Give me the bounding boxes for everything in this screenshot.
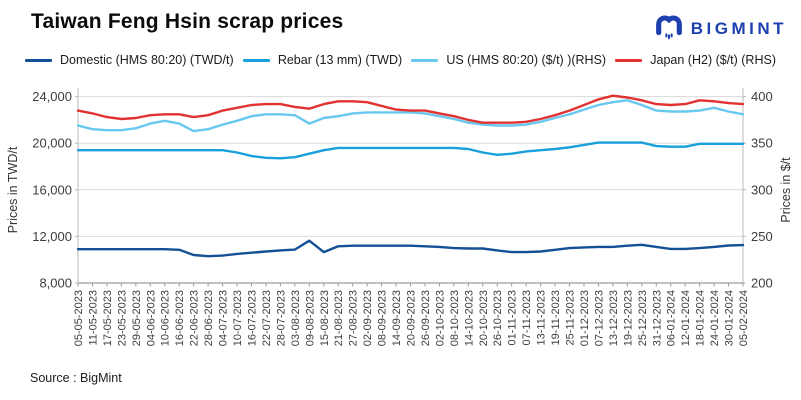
right-axis-tick-label: 200 xyxy=(751,276,773,291)
series-line-1 xyxy=(76,239,745,258)
x-axis-date-label: 01-11-2023 xyxy=(507,290,519,345)
x-axis-date-label: 07-12-2023 xyxy=(593,290,605,346)
x-axis-date-label: 31-12-2023 xyxy=(651,290,663,346)
x-axis-date-label: 19-11-2023 xyxy=(550,290,562,345)
legend-label: US (HMS 80:20) ($/t) )(RHS) xyxy=(446,53,607,67)
x-axis-date-label: 22-06-2023 xyxy=(189,290,201,346)
x-axis-date-label: 24-01-2024 xyxy=(709,290,721,346)
x-axis-date-label: 20-10-2023 xyxy=(478,290,490,346)
x-axis-date-label: 13-11-2023 xyxy=(536,290,548,345)
x-axis-date-label: 01-12-2023 xyxy=(579,290,591,346)
series-line-4 xyxy=(76,94,745,124)
legend-line-marker xyxy=(25,58,52,62)
legend-line-marker xyxy=(411,58,439,62)
x-axis-date-label: 11-05-2023 xyxy=(87,290,99,345)
series-line-3 xyxy=(76,99,745,133)
x-axis-date-label: 10-06-2023 xyxy=(160,290,172,346)
x-axis-date-label: 16-07-2023 xyxy=(246,290,258,346)
left-axis-tick-label: 24,000 xyxy=(32,89,72,104)
x-axis-date-label: 20-09-2023 xyxy=(406,290,418,346)
x-axis-date-label: 28-07-2023 xyxy=(275,290,287,346)
left-axis-tick-label: 16,000 xyxy=(32,182,72,197)
legend-label: Domestic (HMS 80:20) (TWD/t) xyxy=(60,53,234,67)
series-line-2 xyxy=(76,141,745,160)
bigmint-mark-icon xyxy=(654,11,684,46)
x-axis-date-label: 30-01-2024 xyxy=(724,290,736,346)
x-axis-date-label: 23-05-2023 xyxy=(116,290,128,346)
legend-item-4: Japan (H2) ($/t) (RHS) xyxy=(615,53,776,67)
x-axis-date-label: 14-09-2023 xyxy=(391,290,403,346)
legend-label: Japan (H2) ($/t) (RHS) xyxy=(650,53,776,67)
left-axis-tick-label: 12,000 xyxy=(32,229,72,244)
x-axis-date-label: 15-08-2023 xyxy=(319,290,331,346)
x-axis-date-label: 08-09-2023 xyxy=(377,290,389,346)
x-axis-date-label: 26-09-2023 xyxy=(420,290,432,346)
page-title: Taiwan Feng Hsin scrap prices xyxy=(31,10,344,33)
x-axis-date-label: 14-10-2023 xyxy=(463,290,475,346)
x-axis-date-label: 16-06-2023 xyxy=(174,290,186,346)
left-axis-tick-label: 8,000 xyxy=(39,276,72,291)
legend-line-marker xyxy=(615,58,643,62)
x-axis-date-label: 02-10-2023 xyxy=(434,290,446,346)
x-axis-date-label: 05-02-2024 xyxy=(738,290,750,346)
source-label: Source : BigMint xyxy=(30,371,122,385)
legend-item-2: Rebar (13 mm) (TWD) xyxy=(242,53,403,67)
right-axis-tick-label: 350 xyxy=(751,136,773,151)
right-axis-tick-label: 300 xyxy=(751,182,773,197)
x-axis-date-label: 04-07-2023 xyxy=(218,290,230,346)
x-axis-date-label: 05-05-2023 xyxy=(73,290,85,346)
left-axis-tick-label: 20,000 xyxy=(32,136,72,151)
right-axis-title: Prices in $/t xyxy=(779,157,793,223)
legend-label: Rebar (13 mm) (TWD) xyxy=(277,53,403,67)
x-axis-date-label: 22-07-2023 xyxy=(261,290,273,346)
x-axis-date-label: 17-05-2023 xyxy=(102,290,114,346)
x-axis-date-label: 21-08-2023 xyxy=(333,290,345,346)
x-axis-date-label: 27-08-2023 xyxy=(348,290,360,346)
x-axis-date-label: 26-10-2023 xyxy=(492,290,504,346)
x-axis-date-label: 09-08-2023 xyxy=(304,290,316,346)
x-axis-date-label: 10-07-2023 xyxy=(232,290,244,346)
x-axis-date-label: 03-08-2023 xyxy=(290,290,302,346)
x-axis-date-label: 12-01-2024 xyxy=(680,290,692,346)
legend-item-3: US (HMS 80:20) ($/t) )(RHS) xyxy=(411,53,606,67)
bigmint-logo-text: BIGMINT xyxy=(690,18,787,38)
right-axis-tick-label: 250 xyxy=(751,229,773,244)
x-axis-date-label: 18-01-2024 xyxy=(695,290,707,346)
x-axis-date-label: 08-10-2023 xyxy=(449,290,461,346)
x-axis-date-label: 07-11-2023 xyxy=(521,290,533,345)
x-axis-date-label: 19-12-2023 xyxy=(622,290,634,346)
x-axis-date-label: 04-06-2023 xyxy=(145,290,157,346)
x-axis-date-label: 29-05-2023 xyxy=(131,290,143,346)
legend-line-marker xyxy=(242,58,270,62)
x-axis-date-label: 28-06-2023 xyxy=(203,290,215,346)
x-axis-date-label: 06-01-2024 xyxy=(666,290,678,346)
legend-item-1: Domestic (HMS 80:20) (TWD/t) xyxy=(25,53,234,67)
left-axis-title: Prices in TWD/t xyxy=(6,146,20,233)
x-axis-date-label: 02-09-2023 xyxy=(362,290,374,346)
chart-legend: Domestic (HMS 80:20) (TWD/t) Rebar (13 mm… xyxy=(25,53,776,67)
right-axis-tick-label: 400 xyxy=(751,89,773,104)
bigmint-logo: BIGMINT xyxy=(654,11,787,46)
x-axis-date-label: 25-12-2023 xyxy=(637,290,649,346)
x-axis-date-label: 13-12-2023 xyxy=(608,290,620,346)
x-axis-date-label: 25-11-2023 xyxy=(565,290,577,345)
